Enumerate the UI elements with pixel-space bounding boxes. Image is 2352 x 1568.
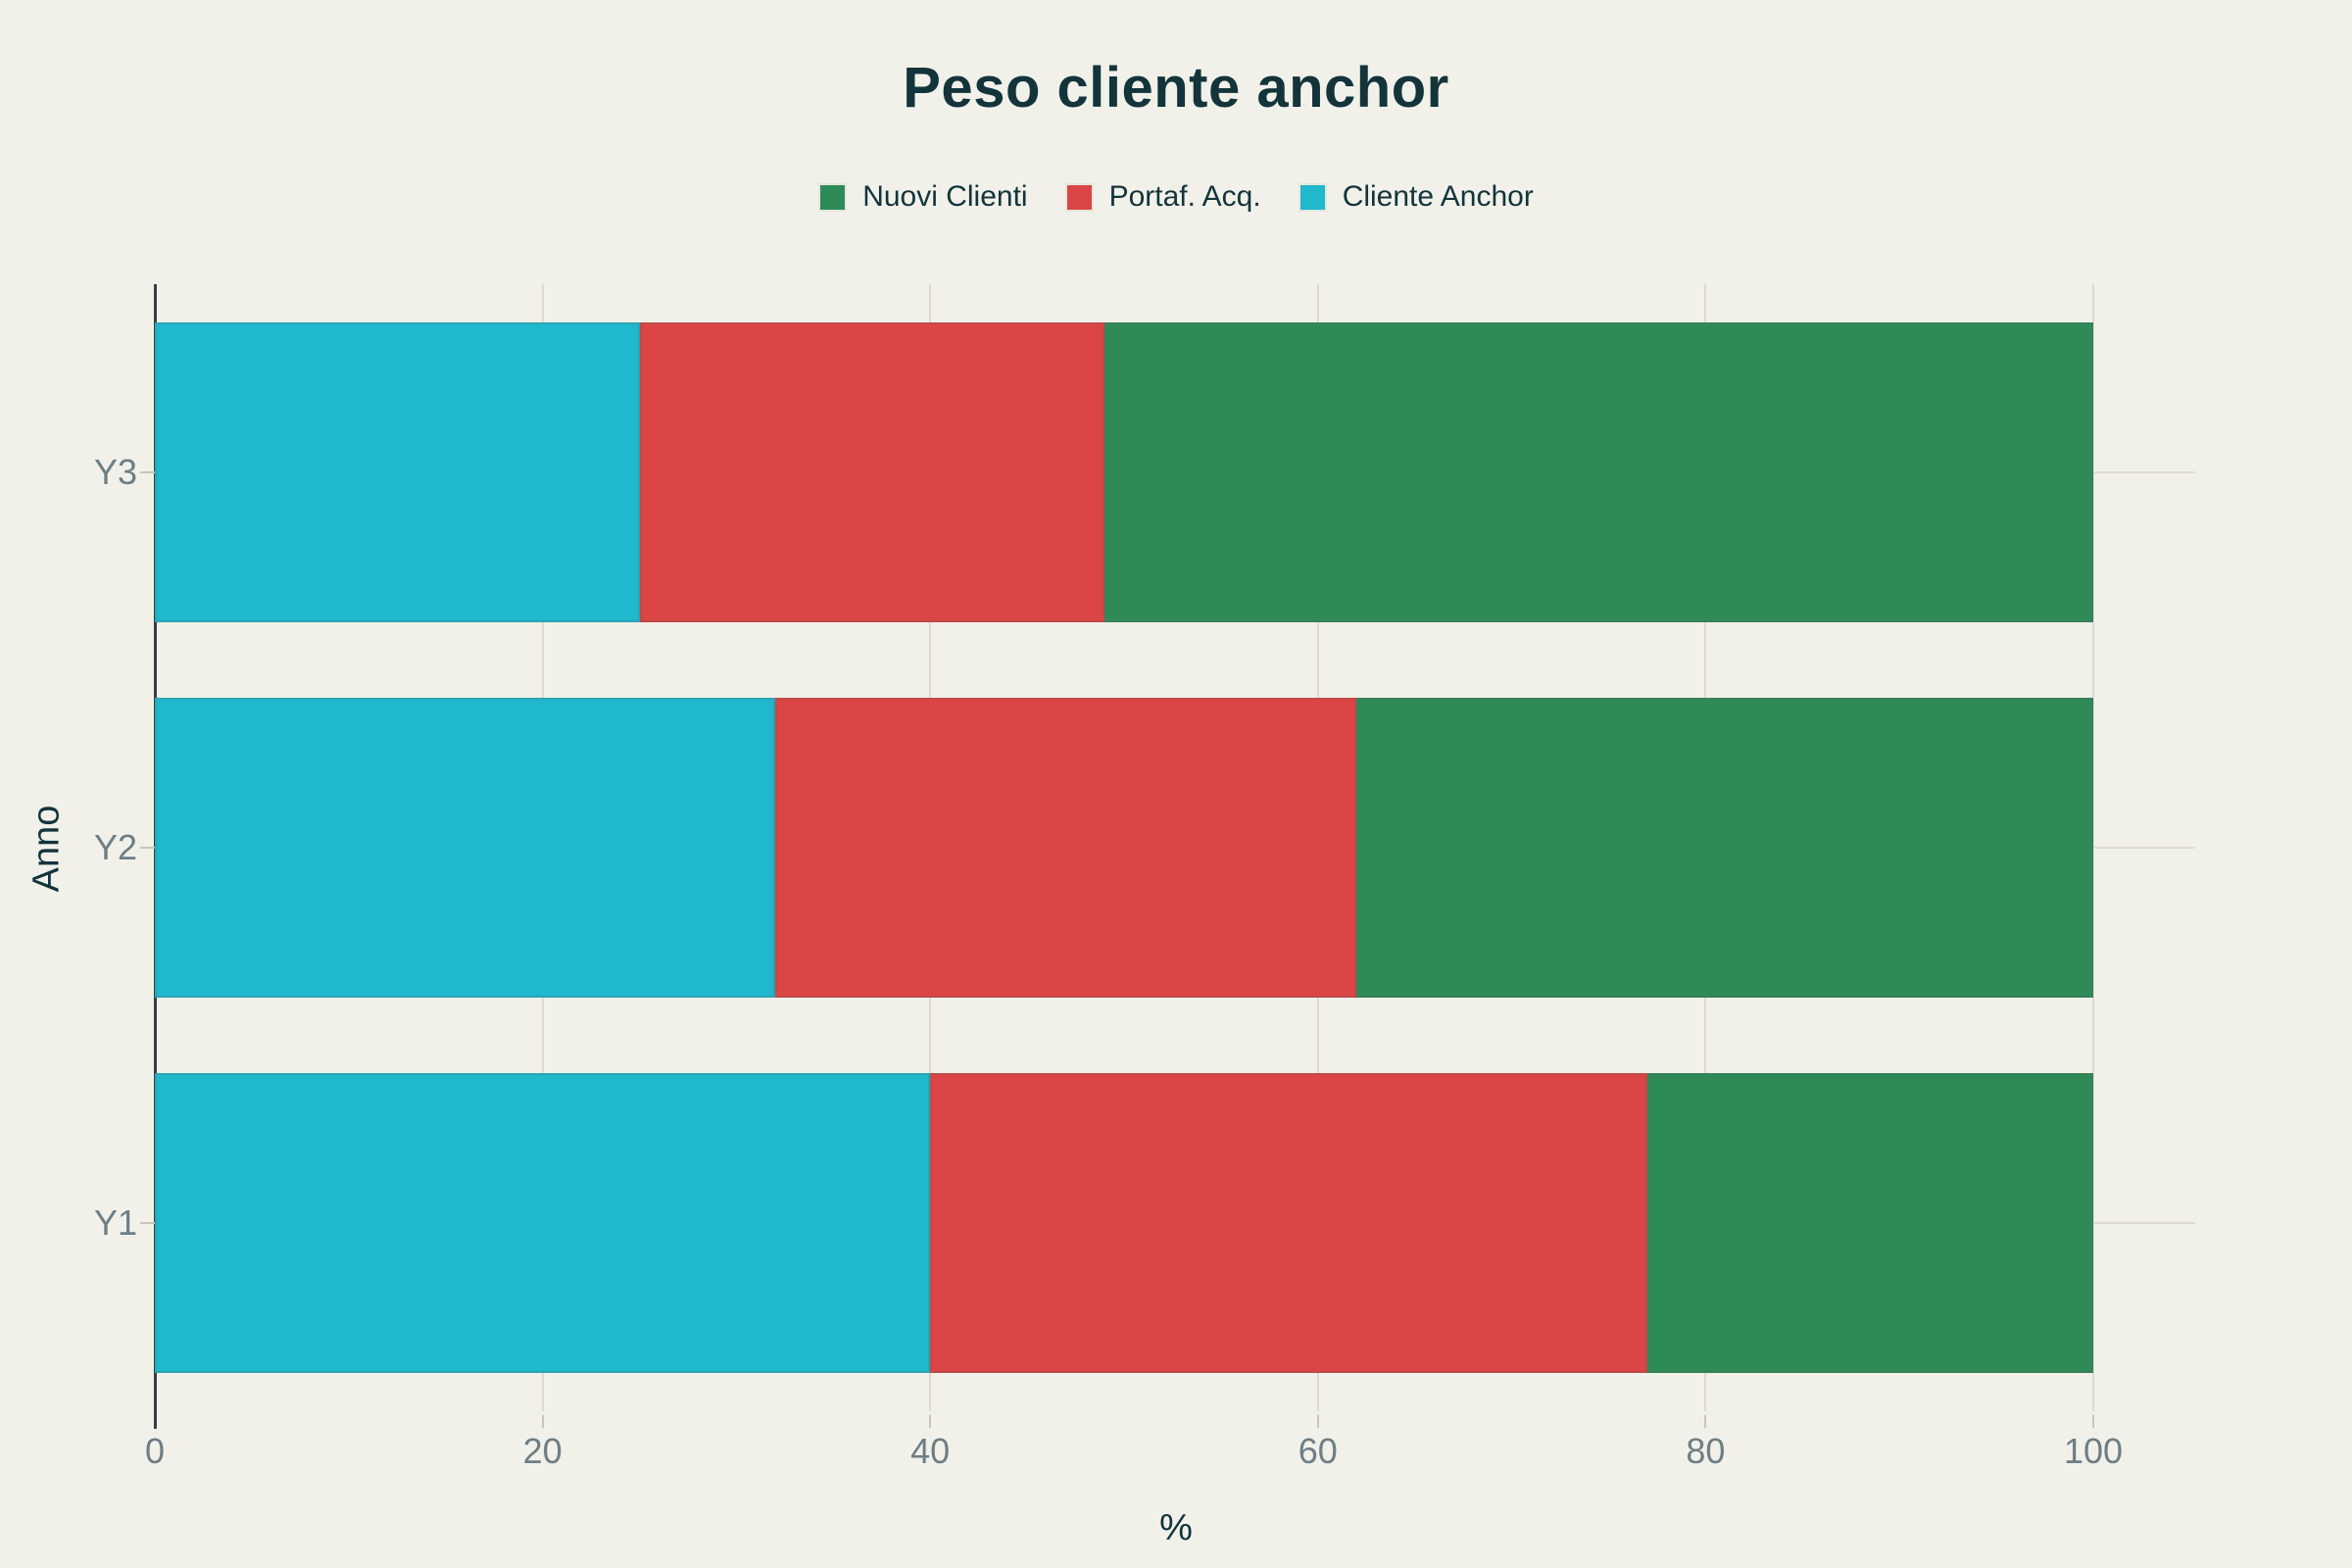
bar-segment-y2-portaf-acq- bbox=[774, 698, 1357, 998]
x-tick-label: 40 bbox=[910, 1431, 951, 1471]
x-tick-label: 0 bbox=[144, 1431, 166, 1471]
bar-segment-y3-nuovi-clienti bbox=[1104, 321, 2093, 622]
legend-item-cliente-anchor[interactable]: Cliente Anchor bbox=[1298, 180, 1534, 214]
bar-segment-y1-cliente-anchor bbox=[155, 1073, 931, 1374]
legend-swatch-icon bbox=[1064, 182, 1094, 212]
y-tick-mark bbox=[140, 1222, 155, 1225]
chart-title: Peso cliente anchor bbox=[903, 56, 1449, 120]
y-tick-mark bbox=[140, 470, 155, 473]
bar-segment-y1-nuovi-clienti bbox=[1647, 1073, 2093, 1374]
x-tick-mark bbox=[541, 1415, 544, 1428]
gridline-x-100 bbox=[2092, 284, 2094, 1411]
legend-item-label: Portaf. Acq. bbox=[1108, 180, 1261, 213]
bar-segment-y3-cliente-anchor bbox=[155, 321, 640, 622]
x-tick-label: 100 bbox=[2063, 1431, 2124, 1471]
bar-segment-y2-cliente-anchor bbox=[155, 698, 775, 998]
legend: Nuovi Clienti Portaf. Acq. Cliente Ancho… bbox=[0, 180, 2352, 214]
x-axis-title: % bbox=[1159, 1507, 1193, 1548]
legend-item-label: Cliente Anchor bbox=[1342, 180, 1534, 213]
legend-swatch-icon bbox=[1298, 182, 1327, 212]
bar-segment-y3-portaf-acq- bbox=[639, 321, 1105, 622]
x-tick-mark bbox=[929, 1415, 932, 1428]
legend-item-label: Nuovi Clienti bbox=[862, 180, 1028, 213]
y-tick-mark bbox=[140, 847, 155, 849]
x-tick-mark bbox=[1316, 1415, 1319, 1428]
legend-item-portaf-acq[interactable]: Portaf. Acq. bbox=[1064, 180, 1261, 214]
y-tick-label: Y1 bbox=[93, 1202, 137, 1244]
x-tick-mark bbox=[2092, 1415, 2094, 1428]
x-tick-label: 60 bbox=[1298, 1431, 1338, 1471]
legend-swatch-icon bbox=[818, 182, 848, 212]
x-tick-label: 20 bbox=[522, 1431, 563, 1471]
bar-segment-y1-portaf-acq- bbox=[930, 1073, 1648, 1374]
y-tick-label: Y2 bbox=[93, 827, 137, 867]
bar-segment-y2-nuovi-clienti bbox=[1356, 698, 2093, 998]
x-tick-label: 80 bbox=[1686, 1431, 1726, 1471]
y-tick-label: Y3 bbox=[93, 451, 137, 492]
y-axis-title: Anno bbox=[25, 805, 68, 893]
x-tick-mark bbox=[1704, 1415, 1707, 1428]
legend-item-nuovi-clienti[interactable]: Nuovi Clienti bbox=[818, 180, 1028, 214]
